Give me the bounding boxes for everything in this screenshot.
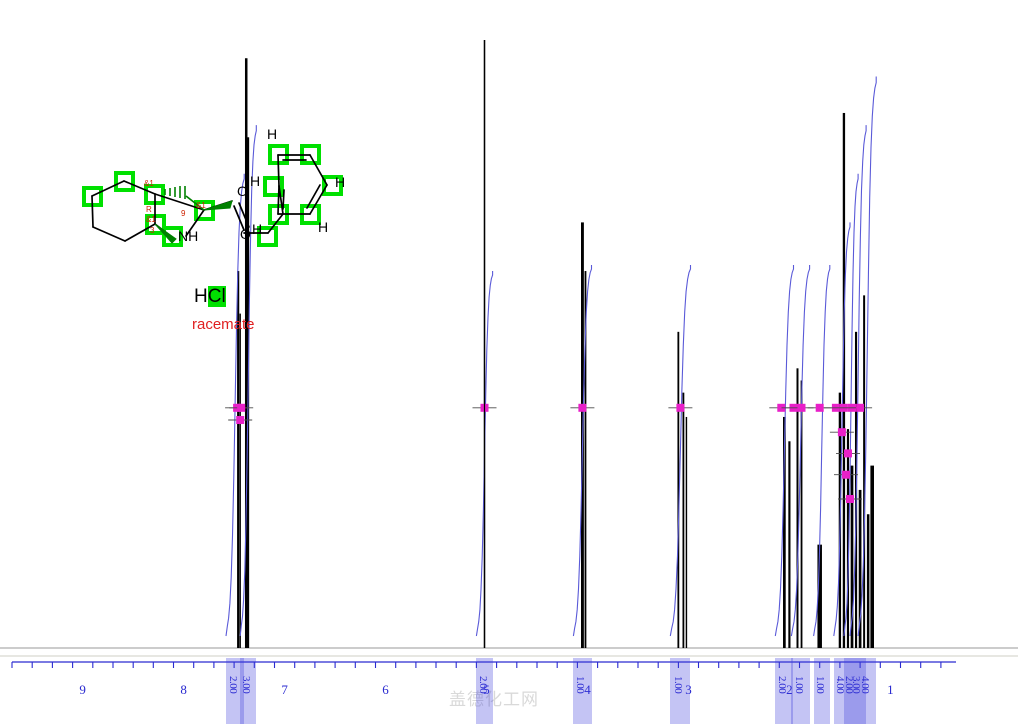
label-h-4: H — [318, 219, 328, 235]
atom-labels: NH O O H H H H H — [178, 126, 345, 244]
peak-marker-6 — [777, 403, 786, 412]
peak-6 — [584, 271, 587, 648]
peak-marker-8 — [797, 403, 806, 412]
integral-curve-4 — [669, 265, 692, 637]
peak-2 — [244, 58, 248, 649]
peak-marker-17 — [846, 495, 854, 503]
peak-8 — [682, 392, 685, 648]
integral-curve-3 — [572, 265, 593, 637]
stereo-label-1: &1 — [144, 179, 154, 188]
integral-curve-11 — [857, 76, 877, 637]
peak-marker-13 — [856, 403, 865, 412]
peak-marker-4 — [578, 403, 587, 412]
label-nh: NH — [178, 228, 198, 244]
peak-11 — [788, 441, 791, 648]
stereo-annotations: &1 &1 &1 R 9 3 — [144, 179, 206, 235]
peak-marker-9 — [815, 403, 824, 412]
peak-9 — [685, 416, 688, 648]
svg-text:R: R — [146, 205, 152, 214]
integral-curve-5 — [774, 265, 795, 637]
peak-16 — [842, 112, 846, 648]
peak-23 — [870, 465, 874, 648]
stereo-wedge-bonds — [154, 186, 233, 244]
svg-text:9: 9 — [181, 209, 186, 218]
peak-0 — [237, 271, 240, 648]
integral-curve-8 — [833, 222, 851, 637]
label-h-2: H — [335, 174, 345, 190]
integral-curve-0 — [225, 173, 245, 637]
peak-21 — [863, 295, 866, 648]
label-h-1: H — [267, 126, 277, 142]
peak-14 — [817, 544, 822, 648]
integral-curve-10 — [849, 125, 867, 637]
peak-marker-2 — [236, 416, 245, 424]
peak-22 — [866, 514, 870, 648]
integral-curve-1 — [239, 125, 257, 637]
peak-marker-16 — [842, 470, 850, 479]
racemate-label: racemate — [192, 316, 255, 333]
peak-marker-1 — [237, 403, 246, 412]
peak-17 — [846, 429, 850, 648]
hcl-label: HCl — [194, 286, 226, 307]
peak-7 — [677, 331, 680, 648]
label-carbonyl-o: O — [237, 183, 248, 199]
peak-10 — [783, 416, 786, 648]
watermark: 盖德化工网 — [449, 690, 539, 710]
integral-curve-7 — [813, 265, 831, 637]
ppm-axis — [11, 661, 956, 668]
stereo-label-3: &1 — [146, 215, 156, 224]
label-h-3: H — [250, 173, 260, 189]
peak-18 — [850, 465, 854, 648]
peak-20 — [858, 489, 862, 648]
peak-pick-markers — [225, 403, 873, 503]
svg-text:3: 3 — [150, 226, 155, 235]
highlight-boxes — [82, 144, 343, 247]
peak-marker-14 — [837, 428, 846, 437]
peak-marker-15 — [844, 449, 852, 458]
peak-13 — [800, 380, 803, 648]
skeleton-bonds — [91, 154, 328, 242]
integral-curve-9 — [843, 173, 859, 637]
peak-12 — [796, 368, 799, 648]
stereo-label-2: &1 — [196, 201, 206, 210]
integral-curve-6 — [790, 265, 811, 637]
label-h-5: H — [252, 221, 262, 237]
peak-1 — [239, 313, 241, 648]
label-ester-o: O — [240, 226, 251, 242]
peak-marker-5 — [676, 403, 685, 412]
